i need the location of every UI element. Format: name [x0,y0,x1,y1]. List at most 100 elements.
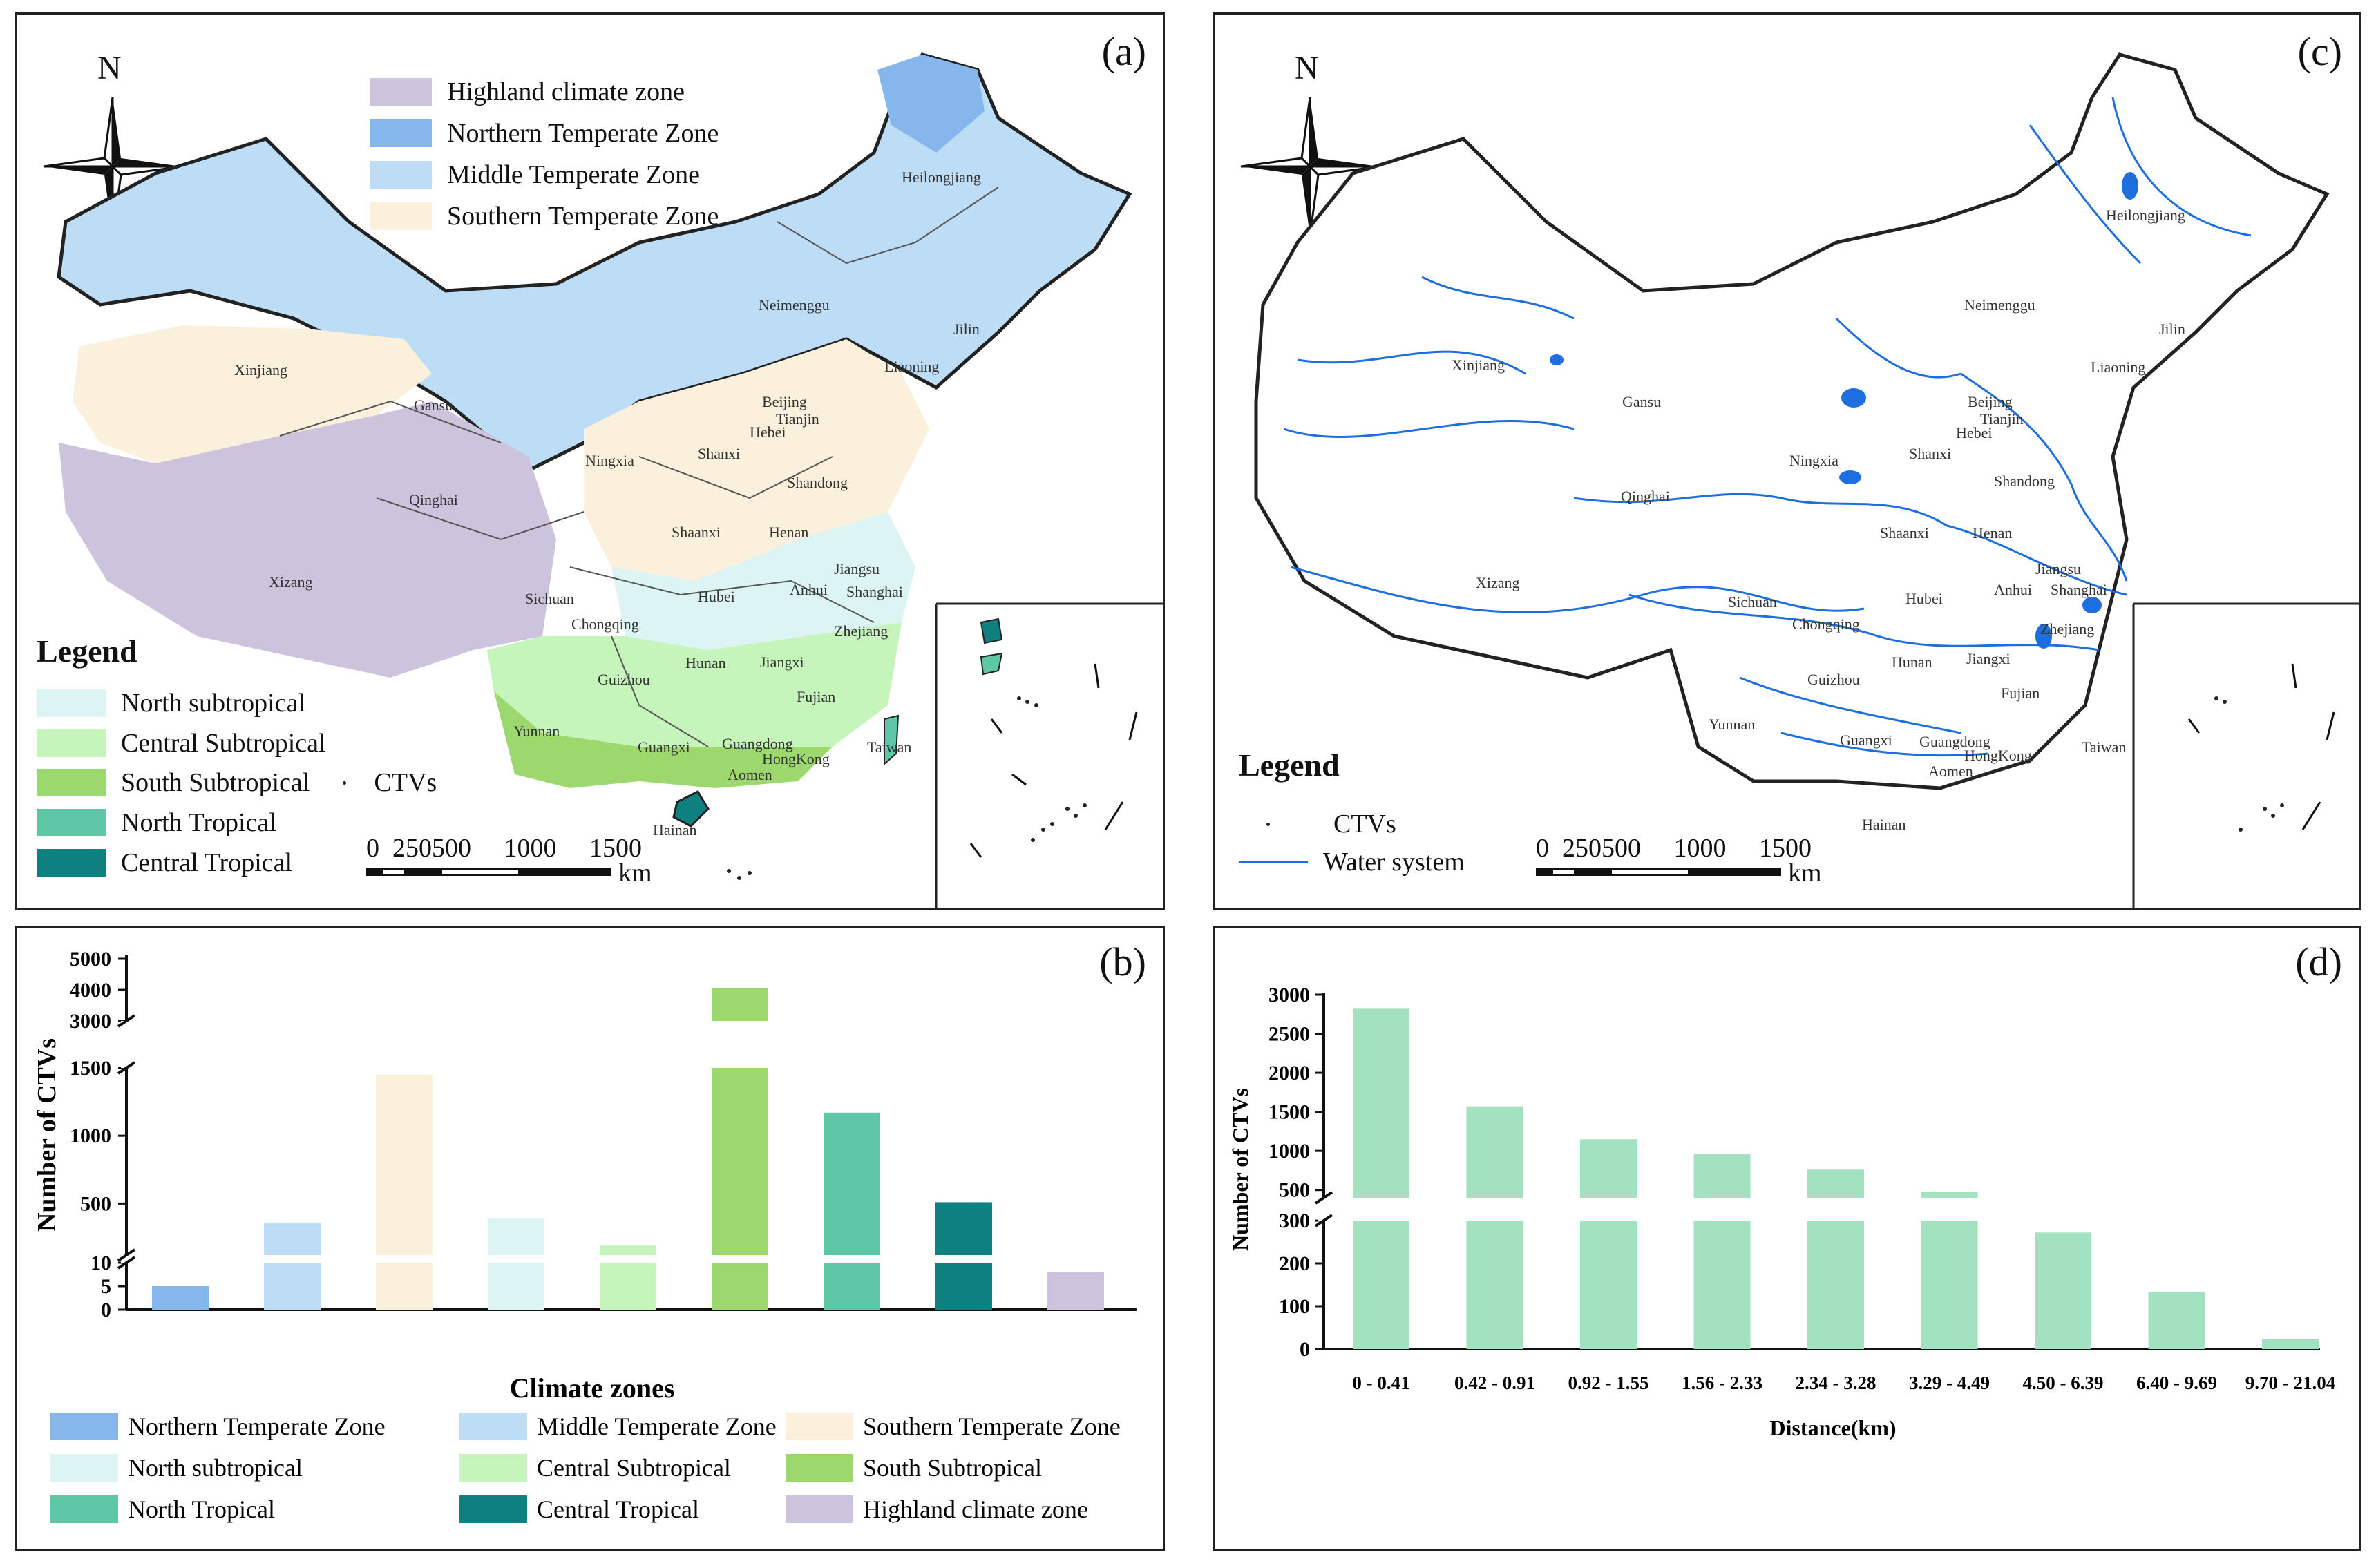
y-tick-label: 10 [91,1252,111,1274]
bar-1-low [1353,1221,1409,1349]
swatch [37,809,106,836]
y-tick-label: 2500 [1268,1023,1310,1046]
province-label: Fujian [797,688,836,705]
province-label: Anhui [790,581,828,598]
axis-break-mark [117,1248,136,1262]
province-label: Neimenggu [1964,296,2035,314]
legend-label: Highland climate zone [447,77,685,106]
scale-numbers: 0 250500 1000 1500 [1536,834,1812,863]
y-tick-label: 0 [1300,1338,1310,1361]
bar-south-subtropical-low [712,1263,768,1310]
province-label: Sichuan [525,590,574,607]
y-tick-label: 200 [1279,1252,1310,1275]
province-label: Hunan [1892,653,1932,671]
north-label: N [97,50,122,86]
legend-swatch [50,1495,118,1523]
scale-unit: km [618,859,652,888]
legend-label: Southern Temperate Zone [863,1413,1121,1440]
axis-break [121,1255,132,1263]
y-axis-title: Number of CTVs [32,1038,61,1232]
legend-swatch [459,1413,527,1440]
legend-label: North Tropical [128,1495,275,1523]
north-arrow-icon: N [1234,49,1386,242]
bar-highland-climate-zone [1047,1272,1104,1310]
axis-break-mark [117,1014,136,1028]
province-label: Neimenggu [759,296,830,314]
panel-d-distance-chart: (d) 0 100 200 300 500 1000 1500 2000 2500 3000 0 -… [1213,926,2361,1551]
bar-central-tropical-mid [935,1202,992,1255]
province-label: Guangxi [638,738,690,756]
ctv-dot-icon [343,781,347,785]
province-label: Guizhou [1807,671,1860,688]
bar-8-low [2148,1292,2205,1349]
province-label: Beijing [762,393,807,410]
province-label: Zhejiang [834,622,888,640]
province-label: Guangxi [1840,732,1892,749]
x-tick-label: 1.56 - 2.33 [1682,1373,1762,1393]
legend-label: CTVs [374,768,437,797]
x-axis-title: Distance(km) [1769,1415,1896,1440]
scale-unit: km [1788,859,1822,888]
bar-9-low [2262,1339,2319,1349]
province-label: Gansu [414,396,453,414]
legend-label: Southern Temperate Zone [447,202,719,231]
province-label: Hebei [750,423,786,441]
bar-3-high [1580,1139,1637,1198]
panel-c-label: (c) [2297,29,2342,74]
bar-1-high [1353,1008,1409,1198]
legend-swatch [459,1454,527,1482]
province-label: Jiangxi [1966,650,2011,667]
province-label: Guizhou [598,671,650,688]
legend-southern-temperate: Southern Temperate Zone [370,201,719,231]
legend-central-tropical: Central Tropical [37,848,292,878]
bar-middle-temperate-zone-mid [264,1222,321,1255]
bar-northern-temperate-zone [152,1286,209,1310]
legend-label: Central Tropical [121,848,293,877]
bar-north-subtropical-mid [488,1218,544,1255]
legend-ctvs: CTVs [1239,809,1396,839]
legend-swatch [786,1413,853,1440]
province-label: Shanghai [2051,581,2107,598]
province-label: Liaoning [2091,358,2146,376]
bar-central-subtropical-mid [600,1245,656,1255]
y-tick-label: 1000 [70,1125,111,1147]
province-label: Heilongjiang [2106,207,2185,224]
province-label: Chongqing [571,615,639,633]
scale-bar: 0 250500 1000 1500 km [1536,833,1826,888]
province-label: Shaanxi [672,524,721,541]
ctv-dot-icon [1266,822,1270,826]
panel-b-label: (b) [1099,939,1146,984]
province-label: HongKong [1964,747,2032,764]
province-label: Chongqing [1792,615,1860,633]
chart-d-svg: 0 100 200 300 500 1000 1500 2000 2500 3000 0 - 0.4… [1228,984,2335,1440]
province-label: Xizang [1476,574,1520,591]
y-tick-label: 1500 [70,1057,111,1080]
legend-swatch [50,1413,118,1440]
bar-north-tropical-low [824,1263,880,1310]
province-label: Sichuan [1728,593,1777,611]
province-label: Hainan [1862,816,1906,833]
legend-label: CTVs [1333,810,1396,839]
province-label: Taiwan [2082,738,2127,756]
y-tick-label: 5 [101,1275,111,1298]
x-tick-label: 2.34 - 3.28 [1796,1373,1876,1393]
legend-label: Central Subtropical [121,729,326,758]
province-label: Jiangsu [2035,560,2081,577]
province-label: Liaoning [884,358,940,375]
legend-label: Central Tropical [537,1495,699,1523]
province-label: Heilongjiang [902,169,981,186]
province-label: Taiwan [867,738,912,756]
province-label: Henan [769,524,809,541]
province-label: Gansu [1622,393,1662,410]
x-axis-title: Climate zones [510,1373,675,1404]
bar-north-subtropical-low [488,1263,544,1310]
panel-a-climate-map: (a) N [15,12,1165,910]
axis-break-mark [117,1061,136,1075]
province-label: Jilin [2159,321,2185,338]
province-label: Jiangxi [760,653,804,671]
bar-central-tropical-low [935,1263,992,1310]
province-label: Anhui [1994,581,2032,598]
bar-6-low [1921,1221,1978,1349]
x-tick-label: 0 - 0.41 [1352,1373,1409,1393]
province-label: Hainan [653,821,697,839]
